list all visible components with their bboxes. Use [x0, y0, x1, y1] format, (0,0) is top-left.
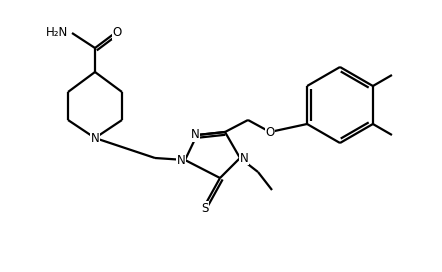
Text: H₂N: H₂N: [46, 26, 68, 39]
Text: S: S: [201, 202, 209, 215]
Text: N: N: [91, 131, 99, 144]
Text: N: N: [191, 128, 199, 141]
Text: N: N: [177, 153, 185, 166]
Text: O: O: [112, 26, 122, 39]
Text: N: N: [240, 152, 248, 165]
Text: O: O: [265, 126, 274, 140]
